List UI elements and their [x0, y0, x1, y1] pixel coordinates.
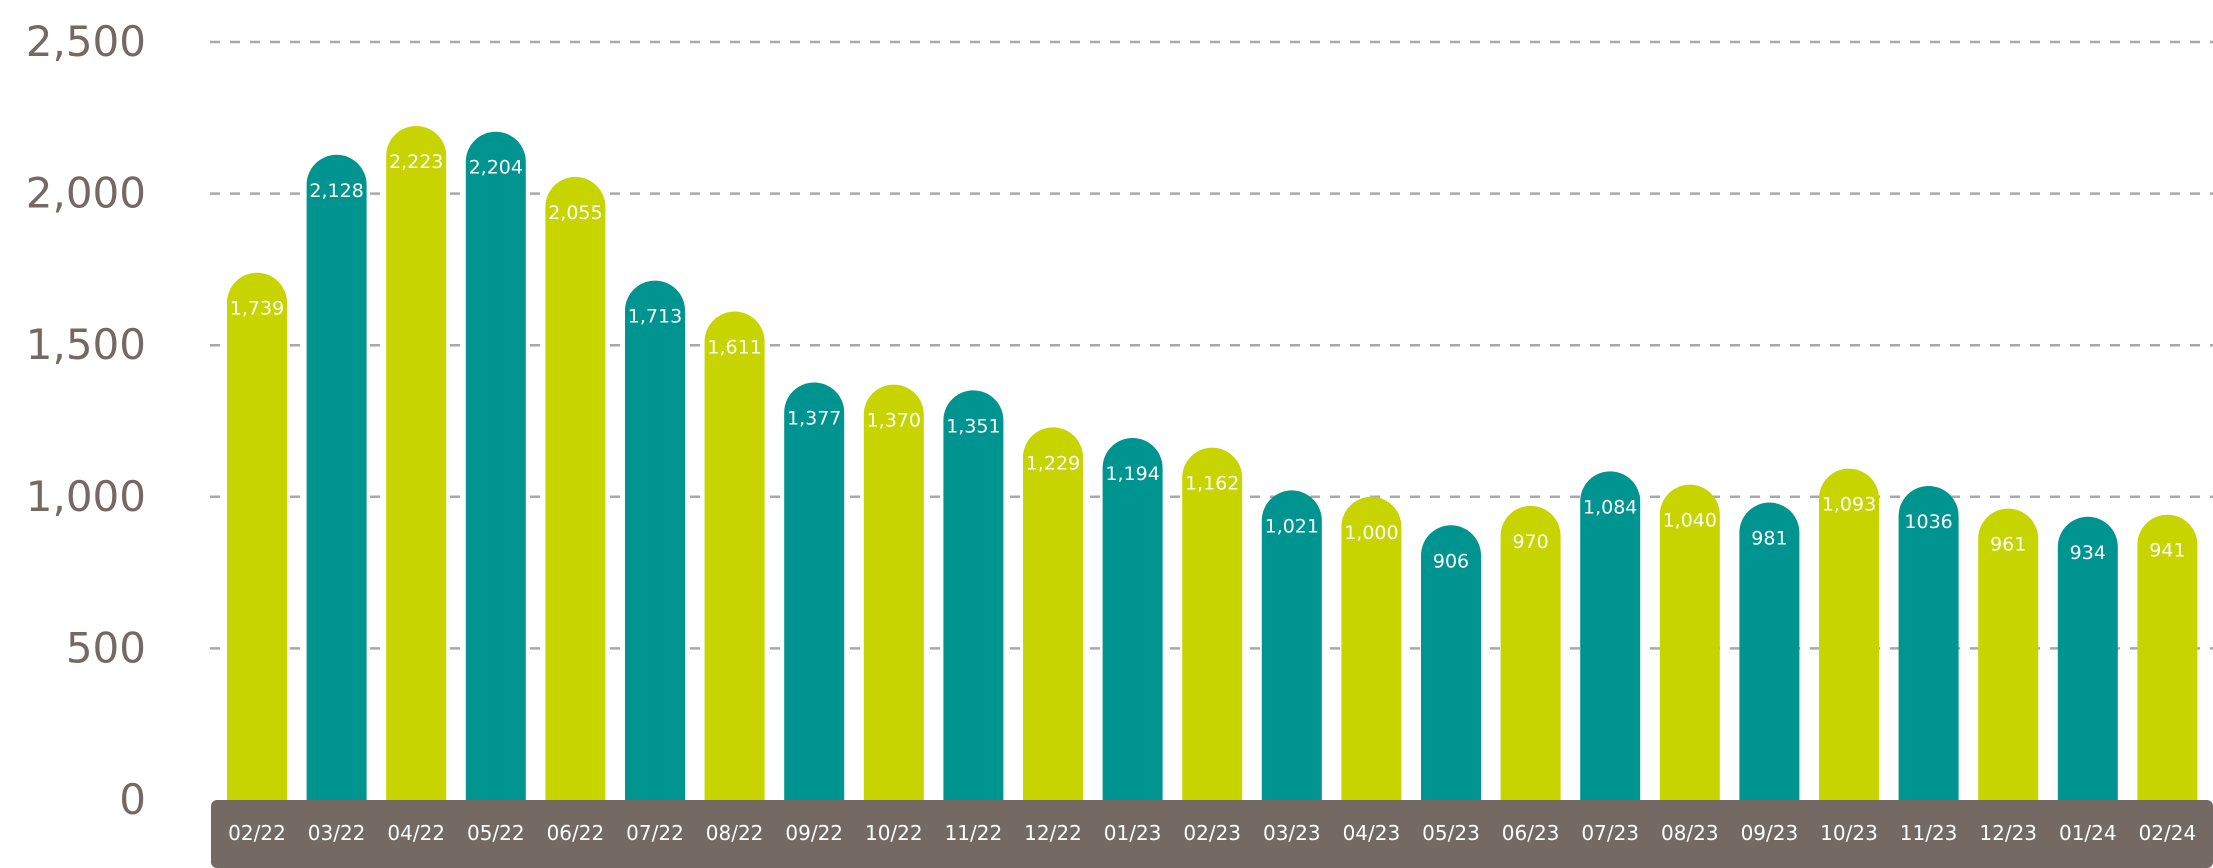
data-label: 1,713 — [628, 306, 682, 328]
data-label: 981 — [1751, 528, 1787, 550]
data-label: 2,055 — [548, 202, 602, 224]
bar — [2057, 516, 2118, 800]
data-label: 1,194 — [1105, 463, 1159, 485]
x-tick-label: 03/23 — [1263, 821, 1321, 845]
bar — [1023, 427, 1083, 800]
x-tick-label: 09/23 — [1741, 821, 1799, 845]
data-label: 970 — [1512, 531, 1548, 553]
x-tick-label: 06/23 — [1502, 821, 1560, 845]
y-tick-label: 2,500 — [26, 17, 146, 66]
x-tick-label: 08/23 — [1661, 821, 1719, 845]
bar — [1182, 447, 1243, 800]
value-labels: 1,739 2,128 2,223 2,204 2,055 1,713 1,611 1,377… — [230, 151, 2186, 572]
data-label: 1,351 — [946, 415, 1000, 437]
x-tick-label: 09/22 — [785, 821, 843, 845]
y-tick-label: 1,000 — [26, 472, 146, 521]
bar — [1261, 490, 1322, 800]
bar — [1898, 485, 1959, 800]
data-label: 2,204 — [469, 157, 523, 179]
bar — [1421, 525, 1481, 800]
bar — [227, 272, 287, 800]
x-tick-label: 11/23 — [1900, 821, 1958, 845]
x-tick-label: 02/22 — [228, 821, 286, 845]
bar — [1739, 502, 1800, 800]
x-tick-label: 04/22 — [387, 821, 445, 845]
x-tick-label: 12/23 — [1979, 821, 2037, 845]
bar — [2137, 514, 2198, 800]
x-tick-label: 01/23 — [1104, 821, 1162, 845]
bar — [545, 176, 606, 800]
bar — [863, 384, 924, 800]
y-tick-label: 500 — [66, 623, 146, 672]
bar — [1341, 496, 1402, 800]
x-tick-label: 05/23 — [1422, 821, 1480, 845]
bar — [1580, 471, 1641, 800]
bars — [227, 125, 2198, 801]
bar — [386, 125, 447, 800]
y-tick-label: 1,500 — [26, 320, 146, 369]
data-label: 1,739 — [230, 298, 284, 320]
x-tick-label: 08/22 — [706, 821, 764, 845]
data-label: 961 — [1990, 534, 2026, 556]
bar — [1819, 468, 1879, 800]
data-label: 1,084 — [1583, 496, 1637, 518]
data-label: 1036 — [1904, 511, 1952, 533]
bar — [704, 311, 765, 800]
data-label: 1,162 — [1185, 473, 1239, 495]
data-label: 2,223 — [389, 151, 443, 173]
data-label: 1,377 — [787, 407, 841, 429]
x-axis-category-labels: 02/22 03/22 04/22 05/22 06/22 07/22 08/22 09/22… — [228, 821, 2196, 845]
x-tick-label: 03/22 — [308, 821, 366, 845]
x-tick-label: 10/22 — [865, 821, 923, 845]
x-tick-label: 04/23 — [1343, 821, 1401, 845]
data-label: 934 — [2070, 542, 2106, 564]
bar — [306, 154, 367, 800]
data-label: 906 — [1433, 550, 1469, 572]
y-tick-label: 2,000 — [26, 169, 146, 218]
data-label: 941 — [2149, 540, 2185, 562]
data-label: 1,000 — [1344, 522, 1398, 544]
x-tick-label: 07/22 — [626, 821, 684, 845]
data-label: 2,128 — [309, 180, 363, 202]
data-label: 1,021 — [1265, 515, 1319, 537]
x-tick-label: 01/24 — [2059, 821, 2117, 845]
x-axis-band — [211, 800, 2213, 868]
data-label: 1,040 — [1663, 510, 1717, 532]
x-tick-label: 12/22 — [1024, 821, 1082, 845]
y-tick-label: 0 — [119, 775, 146, 824]
x-tick-label: 10/23 — [1820, 821, 1878, 845]
data-label: 1,611 — [707, 337, 761, 359]
bar — [784, 382, 845, 800]
data-label: 1,229 — [1026, 452, 1080, 474]
x-tick-label: 05/22 — [467, 821, 525, 845]
bar — [625, 280, 685, 801]
bar — [1978, 508, 2039, 800]
bar — [465, 131, 526, 801]
data-label: 1,093 — [1822, 494, 1876, 516]
bar — [1102, 437, 1163, 800]
x-tick-label: 02/24 — [2139, 821, 2197, 845]
y-axis-tick-labels: 0 500 1,000 1,500 2,000 2,500 — [26, 17, 146, 824]
bar — [1500, 505, 1561, 800]
bar — [943, 390, 1004, 800]
bar — [1659, 484, 1720, 800]
x-tick-label: 06/22 — [547, 821, 605, 845]
data-label: 1,370 — [867, 410, 921, 432]
x-tick-label: 11/22 — [945, 821, 1003, 845]
x-tick-label: 07/23 — [1581, 821, 1639, 845]
x-tick-label: 02/23 — [1183, 821, 1241, 845]
